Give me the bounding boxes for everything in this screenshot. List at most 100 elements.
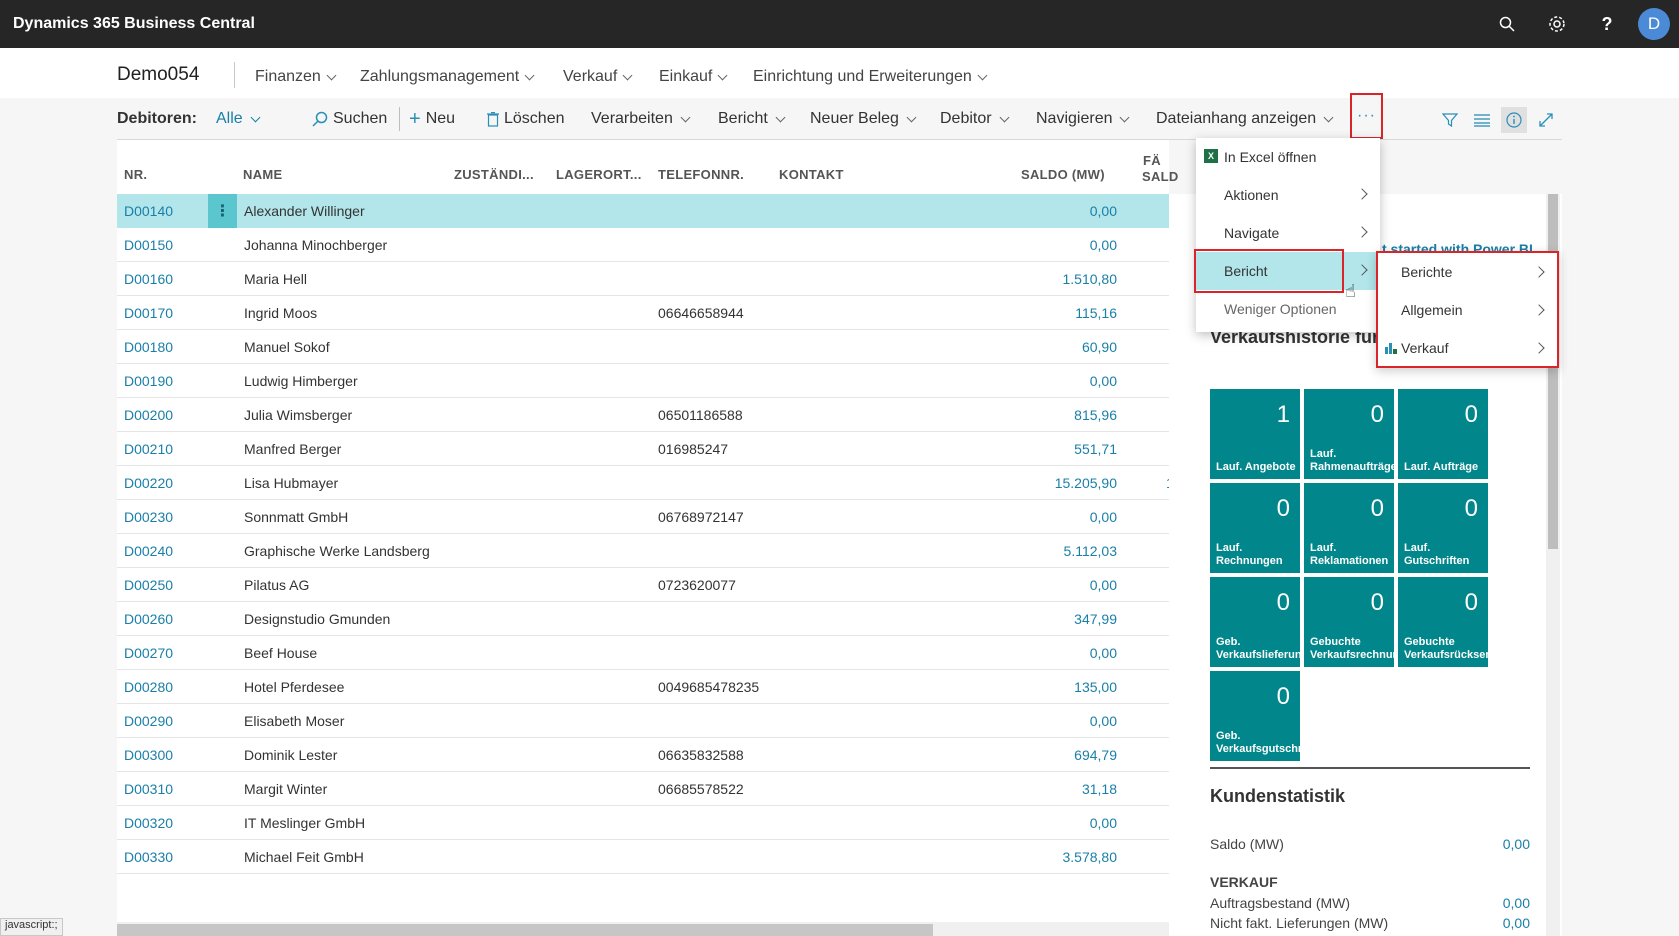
cell-balance[interactable]: 694,79	[1074, 747, 1117, 763]
cell-nr[interactable]: D00320	[124, 815, 174, 831]
cell-balance[interactable]: 815,96	[1074, 407, 1117, 423]
cell-nr[interactable]: D00270	[124, 645, 174, 661]
filter-dropdown[interactable]: Alle	[216, 110, 261, 128]
cell-nr[interactable]: D00170	[124, 305, 174, 321]
menu-item-actions[interactable]: Aktionen	[1196, 176, 1380, 214]
help-icon[interactable]: ?	[1601, 13, 1613, 34]
company-name[interactable]: Demo054	[117, 64, 200, 85]
cue-tile[interactable]: 0 Lauf. Rechnungen	[1210, 483, 1300, 573]
submenu-item-sales[interactable]: Verkauf	[1378, 329, 1557, 367]
column-header-lagerort[interactable]: LAGERORT...	[556, 167, 642, 182]
cell-nr[interactable]: D00280	[124, 679, 174, 695]
attachment-menu[interactable]: Dateianhang anzeigen	[1156, 110, 1334, 128]
menu-item-report[interactable]: Bericht	[1196, 252, 1380, 290]
cell-nr[interactable]: D00240	[124, 543, 174, 559]
avatar[interactable]: D	[1638, 8, 1670, 40]
new-button[interactable]: + Neu	[409, 108, 456, 130]
cue-tile[interactable]: 0 Geb. Verkaufsgutschriften	[1210, 671, 1325, 761]
table-row[interactable]: D00270 Beef House 0,00	[117, 636, 1169, 670]
nav-menu-finanzen[interactable]: Finanzen	[255, 68, 337, 86]
customer-statistics-title[interactable]: Kundenstatistik	[1210, 786, 1346, 806]
cell-balance[interactable]: 0,00	[1089, 645, 1117, 661]
table-row[interactable]: D00170 Ingrid Moos 06646658944 115,16	[117, 296, 1169, 330]
column-header-nr[interactable]: NR.	[124, 167, 148, 182]
cell-balance[interactable]: 347,99	[1074, 611, 1117, 627]
cue-tile[interactable]: 0 Lauf. Reklamationen	[1304, 483, 1394, 573]
cell-nr[interactable]: D00200	[124, 407, 174, 423]
cell-balance[interactable]: 115,16	[1075, 305, 1117, 321]
cell-nr[interactable]: D00210	[124, 441, 174, 457]
info-icon[interactable]	[1501, 107, 1527, 133]
cell-balance[interactable]: 0,00	[1089, 815, 1117, 831]
horizontal-scrollbar[interactable]	[117, 922, 1169, 936]
cell-balance[interactable]: 0,00	[1089, 203, 1117, 219]
navigate-menu[interactable]: Navigieren	[1036, 110, 1130, 128]
cell-nr[interactable]: D00220	[124, 475, 174, 491]
delete-button[interactable]: Löschen	[487, 110, 565, 128]
table-row[interactable]: D00240 Graphische Werke Landsberg 5.112,03	[117, 534, 1169, 568]
cell-balance[interactable]: 0,00	[1089, 509, 1117, 525]
table-row[interactable]: D00200 Julia Wimsberger 06501186588 815,96	[117, 398, 1169, 432]
stat-shipment-value[interactable]: 0,00	[1502, 915, 1530, 931]
column-header-zustaendig[interactable]: ZUSTÄNDI...	[454, 167, 534, 182]
submenu-item-reports[interactable]: Berichte	[1378, 253, 1557, 291]
menu-item-fewer-options[interactable]: Weniger Optionen	[1224, 301, 1337, 317]
cue-tile[interactable]: 1 Lauf. Angebote	[1210, 389, 1300, 479]
column-header-faellig[interactable]: FÄ	[1143, 153, 1161, 168]
cue-tile[interactable]: 0 Lauf. Gutschriften	[1398, 483, 1488, 573]
cell-balance[interactable]: 5.112,03	[1063, 543, 1117, 559]
column-header-name[interactable]: NAME	[243, 167, 283, 182]
cue-tile[interactable]: 0 Gebuchte Verkaufsrücksendungen	[1398, 577, 1532, 667]
expand-icon[interactable]	[1533, 107, 1559, 133]
column-header-telefon[interactable]: TELEFONNR.	[658, 167, 745, 182]
nav-menu-verkauf[interactable]: Verkauf	[563, 68, 633, 86]
table-row[interactable]: D00300 Dominik Lester 06635832588 694,79	[117, 738, 1169, 772]
cue-tile[interactable]: 0 Geb. Verkaufslieferungen	[1210, 577, 1321, 667]
table-row[interactable]: D00260 Designstudio Gmunden 347,99	[117, 602, 1169, 636]
cell-nr[interactable]: D00260	[124, 611, 174, 627]
cell-nr[interactable]: D00140	[124, 203, 174, 219]
cell-balance[interactable]: 551,71	[1074, 441, 1117, 457]
gear-icon[interactable]	[1532, 0, 1582, 48]
cell-balance[interactable]: 1.510,80	[1062, 271, 1118, 287]
row-actions-button[interactable]: ⋮	[208, 194, 237, 228]
table-row[interactable]: D00320 IT Meslinger GmbH 0,00	[117, 806, 1169, 840]
table-row[interactable]: D00180 Manuel Sokof 60,90	[117, 330, 1169, 364]
cell-balance[interactable]: 135,00	[1074, 679, 1117, 695]
cell-balance[interactable]: 3.578,80	[1062, 849, 1118, 865]
submenu-item-general[interactable]: Allgemein	[1378, 291, 1557, 329]
cue-tile[interactable]: 0 Lauf. Aufträge	[1398, 389, 1488, 479]
cell-nr[interactable]: D00250	[124, 577, 174, 593]
cell-nr[interactable]: D00160	[124, 271, 174, 287]
factbox-scrollbar[interactable]	[1546, 194, 1560, 936]
scrollbar-thumb[interactable]	[1548, 194, 1558, 549]
table-row[interactable]: D00330 Michael Feit GmbH 3.578,80	[117, 840, 1169, 874]
report-menu[interactable]: Bericht	[718, 110, 786, 128]
table-row[interactable]: D00230 Sonnmatt GmbH 06768972147 0,00	[117, 500, 1169, 534]
app-title[interactable]: Dynamics 365 Business Central	[13, 15, 255, 32]
scrollbar-thumb[interactable]	[117, 924, 933, 936]
menu-item-open-in-excel[interactable]: X In Excel öffnen	[1196, 138, 1380, 176]
table-row[interactable]: D00190 Ludwig Himberger 0,00	[117, 364, 1169, 398]
cue-tile[interactable]: 0 Gebuchte Verkaufsrechnungen	[1304, 577, 1419, 667]
cell-balance[interactable]: 0,00	[1089, 577, 1117, 593]
customer-menu[interactable]: Debitor	[940, 110, 1010, 128]
nav-menu-zahlungsmanagement[interactable]: Zahlungsmanagement	[360, 68, 535, 86]
table-row[interactable]: D00280 Hotel Pferdesee 0049685478235 135,00	[117, 670, 1169, 704]
column-header-kontakt[interactable]: KONTAKT	[779, 167, 844, 182]
table-row[interactable]: D00160 Maria Hell 1.510,80	[117, 262, 1169, 296]
column-header-saldo[interactable]: SALDO (MW)	[1021, 167, 1105, 182]
stat-order-value[interactable]: 0,00	[1502, 895, 1530, 911]
nav-menu-einrichtung[interactable]: Einrichtung und Erweiterungen	[753, 68, 988, 86]
search-icon[interactable]	[1482, 0, 1532, 48]
search-button[interactable]: Suchen	[312, 110, 387, 128]
stat-saldo-value[interactable]: 0,00	[1502, 836, 1530, 852]
cell-balance[interactable]: 0,00	[1089, 713, 1117, 729]
process-menu[interactable]: Verarbeiten	[591, 110, 691, 128]
new-document-menu[interactable]: Neuer Beleg	[810, 110, 917, 128]
cell-balance[interactable]: 60,90	[1081, 339, 1117, 355]
cell-nr[interactable]: D00180	[124, 339, 174, 355]
cell-nr[interactable]: D00310	[124, 781, 174, 797]
cell-balance[interactable]: 15.205,90	[1054, 475, 1117, 491]
